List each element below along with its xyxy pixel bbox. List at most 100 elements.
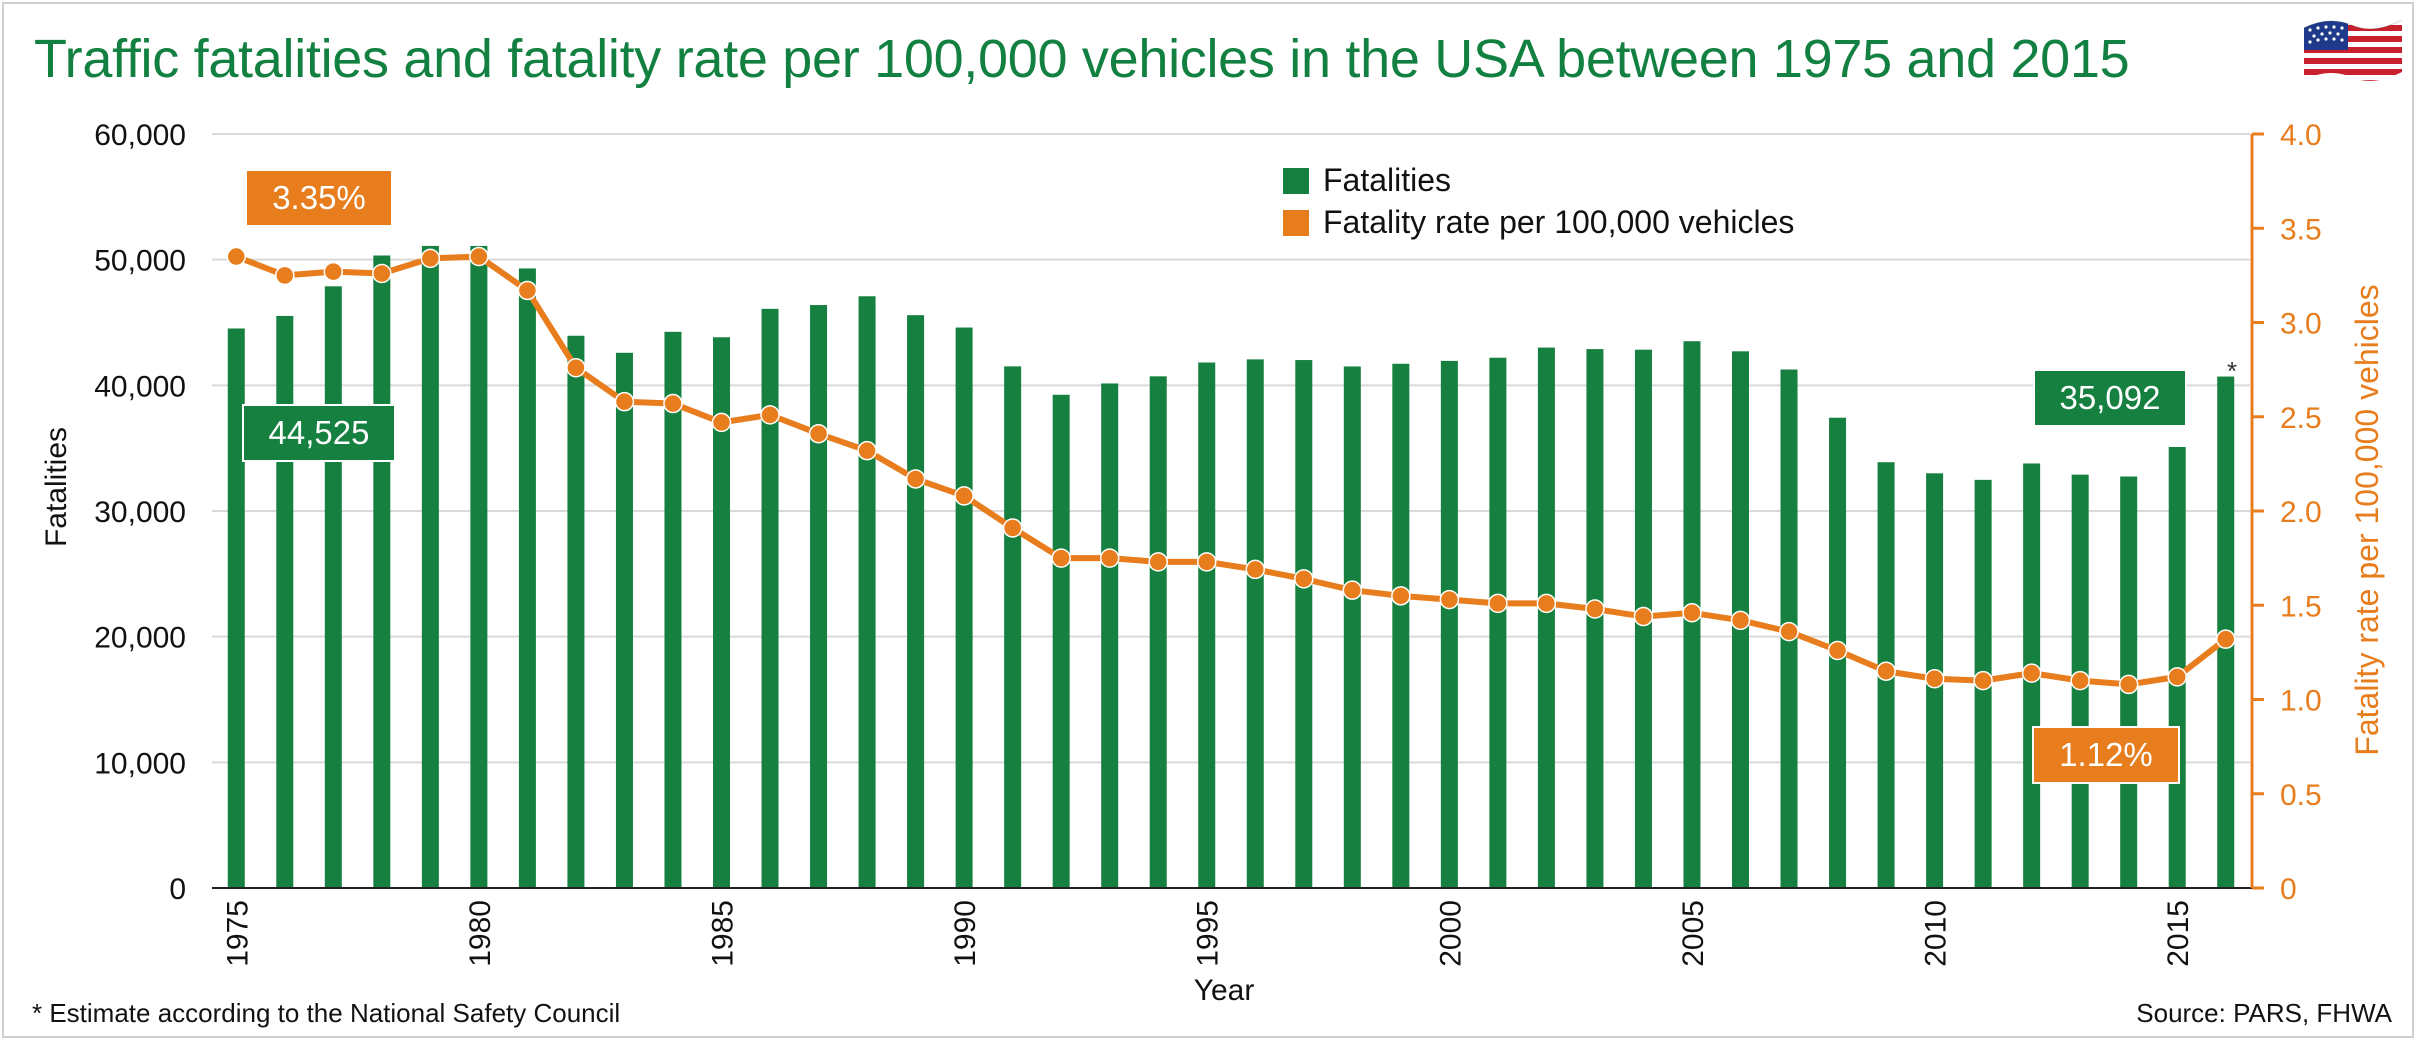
fatalities-bar: [421, 245, 439, 889]
rate-point: [663, 393, 683, 414]
rate-point: [372, 263, 392, 284]
x-axis-label: Year: [1194, 974, 1255, 1007]
rate-point: [857, 440, 877, 461]
x-tick-label: 2000: [1434, 900, 1467, 967]
rate-point: [226, 246, 247, 267]
rate-point: [323, 261, 344, 282]
rate-point: [1294, 569, 1314, 589]
rate-point: [1973, 670, 1993, 691]
estimate-asterisk: *: [2227, 356, 2237, 386]
y2-tick-label: 1.0: [2280, 685, 2322, 718]
fatalities-bar: [907, 315, 925, 889]
fatalities-bar: [324, 286, 342, 888]
legend: Fatalities Fatality rate per 100,000 veh…: [1283, 162, 1794, 240]
callout-fatalities-2015-text: 35,092: [2060, 379, 2161, 416]
x-tick-label: 2005: [1677, 900, 1710, 967]
rate-point: [954, 486, 974, 506]
y-axis-label: Fatalities: [40, 427, 73, 547]
fatalities-bar: [1052, 394, 1070, 888]
y2-tick-label: 0: [2280, 873, 2297, 906]
callout-fatalities-1975: 44,525: [242, 404, 396, 462]
legend-swatch-rate: [1283, 210, 1309, 236]
legend-label-rate: Fatality rate per 100,000 vehicles: [1323, 204, 1794, 240]
rate-point: [1585, 599, 1605, 619]
x-tick-label: 1985: [707, 900, 740, 967]
y2-tick-label: 0.5: [2280, 779, 2322, 812]
callout-fatalities-2015: 35,092: [2033, 369, 2187, 427]
y-tick-label: 20,000: [94, 622, 186, 655]
footnote: * Estimate according to the National Saf…: [32, 998, 621, 1028]
legend-swatch-fatalities: [1283, 168, 1309, 194]
fatalities-bar: [664, 331, 682, 888]
rate-point: [1682, 603, 1702, 623]
rate-point: [275, 265, 295, 286]
rate-point: [1245, 559, 1266, 580]
y-tick-label: 50,000: [94, 245, 186, 278]
fatalities-bar: [1198, 362, 1216, 888]
fatalities-bar: [1537, 347, 1555, 888]
fatalities-bar: [1440, 360, 1458, 888]
legend-label-fatalities: Fatalities: [1323, 162, 1451, 198]
fatalities-bar: [1246, 359, 1264, 888]
rate-point: [905, 469, 926, 489]
rate-point: [2070, 670, 2090, 691]
callout-rate-1975-text: 3.35%: [272, 179, 366, 216]
grid-lines: [212, 133, 2250, 764]
axes: 0 10,000 20,000 30,000 40,000 50,000 60,000 197…: [94, 119, 2321, 967]
fatalities-bar: [1489, 357, 1507, 888]
y2-tick-label: 1.5: [2280, 590, 2322, 623]
fatalities-bar: [858, 296, 876, 888]
rate-point: [1099, 548, 1120, 568]
x-tick-label: 1995: [1192, 900, 1225, 967]
rate-point: [1779, 621, 1799, 642]
rate-point: [2021, 663, 2042, 683]
rate-point: [1536, 593, 1557, 614]
y2-axis-label: Fatality rate per 100,000 vehicles: [2349, 284, 2385, 755]
callout-fatalities-1975-text: 44,525: [269, 414, 370, 451]
source-note: Source: PARS, FHWA: [2136, 998, 2392, 1028]
rate-point: [1730, 610, 1751, 631]
y-tick-label: 10,000: [94, 747, 186, 780]
chart-title: Traffic fatalities and fatality rate per…: [34, 29, 2130, 89]
x-tick-label: 1975: [221, 900, 254, 967]
fatalities-bar: [227, 328, 245, 888]
rate-point: [2118, 674, 2139, 695]
rate-point: [1827, 640, 1848, 661]
fatalities-bar: [761, 308, 779, 888]
y2-tick-label: 4.0: [2280, 119, 2322, 152]
rate-point: [420, 248, 441, 269]
rate-point: [2167, 667, 2187, 687]
rate-point: [469, 246, 489, 267]
fatalities-bar: [276, 315, 294, 889]
rate-point: [1148, 552, 1168, 572]
x-tick-label: 1990: [949, 900, 982, 967]
fatalities-bar: [1343, 366, 1361, 888]
fatalities-bar: [470, 245, 488, 889]
rate-point: [1488, 593, 1508, 614]
fatalities-bar: [373, 255, 391, 889]
rate-point: [808, 423, 829, 444]
us-flag-icon: [2303, 19, 2403, 81]
rate-point: [1439, 589, 1460, 610]
x-tick-label: 2015: [2162, 900, 2195, 967]
y-tick-label: 60,000: [94, 119, 186, 152]
fatality-rate-line: [226, 246, 2236, 695]
callout-rate-2015-text: 1.12%: [2059, 736, 2153, 773]
rate-point: [1196, 552, 1217, 572]
rate-point: [1391, 586, 1411, 606]
rate-point: [711, 412, 732, 433]
fatalities-bar: [1149, 376, 1167, 888]
fatalities-bar: [1101, 383, 1119, 888]
y2-tick-label: 3.5: [2280, 213, 2322, 246]
fatalities-bar: [713, 337, 730, 888]
rate-point: [1342, 580, 1363, 600]
rate-point: [517, 280, 538, 301]
fatalities-bar: [567, 335, 585, 889]
rate-point: [1002, 518, 1023, 538]
y2-tick-label: 3.0: [2280, 308, 2322, 341]
rate-point: [1924, 669, 1945, 689]
rate-point: [614, 391, 635, 412]
fatalities-bar: [518, 268, 536, 888]
